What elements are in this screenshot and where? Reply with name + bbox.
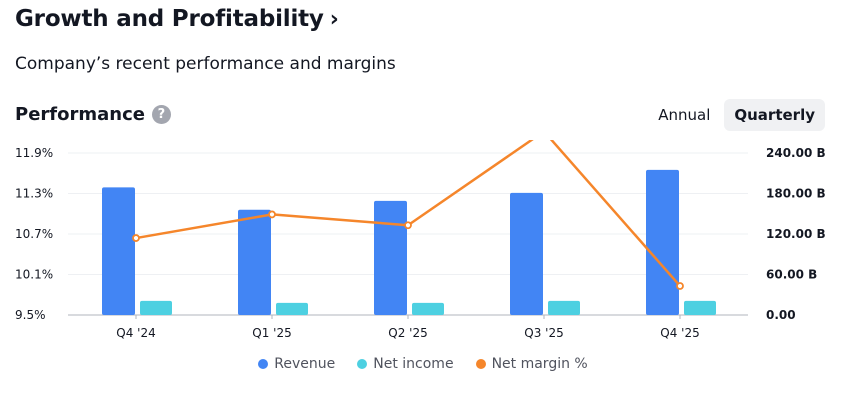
x-axis-tick-label: Q4 '25 (660, 326, 699, 340)
legend-label-net-margin: Net margin % (491, 356, 588, 372)
revenue-bar (646, 169, 679, 315)
performance-title: Performance (15, 104, 145, 125)
left-axis-tick-label: 9.5% (15, 308, 46, 322)
left-axis-tick-label: 11.3% (15, 187, 53, 201)
left-axis-tick-label: 10.7% (15, 227, 53, 241)
page-title-text: Growth and Profitability (15, 6, 324, 32)
legend-item-net-income[interactable]: Net income (357, 356, 454, 372)
page-subtitle: Company’s recent performance and margins (15, 54, 396, 74)
revenue-bar (102, 187, 135, 315)
right-axis-tick-label: 0.00 (766, 308, 796, 322)
legend-item-net-margin[interactable]: Net margin % (475, 356, 588, 372)
net-margin-point (676, 282, 684, 290)
net-income-bar (684, 300, 716, 315)
x-axis-tick-label: Q3 '25 (524, 326, 563, 340)
revenue-legend-dot (258, 359, 269, 369)
net-income-bar (412, 302, 444, 315)
chevron-right-icon: › (329, 6, 339, 32)
net-margin-point (404, 221, 412, 230)
legend-label-net-income: Net income (373, 356, 454, 372)
revenue-bar (510, 192, 543, 315)
left-axis-tick-label: 10.1% (15, 268, 53, 282)
quarterly-button[interactable]: Quarterly (724, 99, 825, 131)
net-margin-line (135, 140, 681, 287)
chart-legend: Revenue Net income Net margin % (0, 356, 846, 372)
period-toggle: Annual Quarterly (648, 99, 825, 131)
x-axis-tick-label: Q1 '25 (252, 326, 291, 340)
net-income-bar (548, 300, 580, 315)
right-axis-tick-label: 120.00 B (766, 227, 826, 241)
performance-chart: 11.9% 240.00 B 11.3% 180.00 B 10.7% 120.00 B 1… (15, 140, 826, 340)
legend-item-revenue[interactable]: Revenue (258, 356, 335, 372)
right-axis-tick-label: 60.00 B (766, 268, 817, 282)
net-margin-point (132, 234, 140, 242)
x-axis-tick-label: Q4 '24 (116, 326, 155, 340)
annual-button[interactable]: Annual (658, 106, 711, 124)
net-margin-point (268, 210, 276, 219)
performance-header: Performance ? (15, 104, 171, 125)
net-income-bar (276, 302, 308, 315)
net-income-legend-dot (357, 359, 368, 369)
right-axis-tick-label: 180.00 B (766, 187, 826, 201)
legend-label-revenue: Revenue (274, 356, 336, 372)
net-income-bar (140, 300, 172, 315)
x-axis-tick-label: Q2 '25 (388, 326, 427, 340)
page-title[interactable]: Growth and Profitability › (15, 6, 339, 32)
left-axis-tick-label: 11.9% (15, 146, 53, 160)
help-icon[interactable]: ? (151, 105, 171, 124)
net-margin-legend-dot (475, 359, 486, 369)
revenue-bar (238, 209, 271, 315)
revenue-bar (374, 200, 407, 315)
right-axis-tick-label: 240.00 B (766, 146, 826, 160)
